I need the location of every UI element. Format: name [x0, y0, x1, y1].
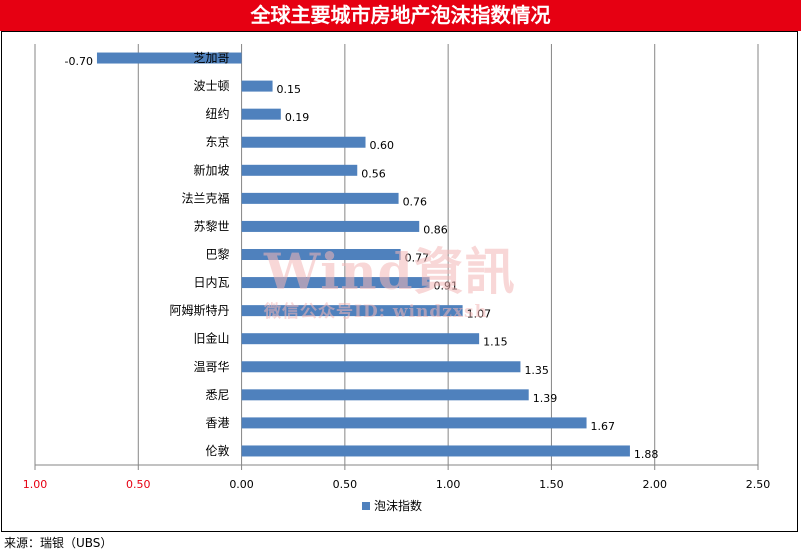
value-label: 0.60 — [370, 139, 395, 152]
value-label: 0.91 — [434, 280, 459, 293]
category-label: 巴黎 — [206, 248, 230, 262]
value-label: 0.56 — [361, 167, 386, 180]
bar — [241, 389, 529, 401]
bar — [241, 220, 420, 232]
category-label: 东京 — [206, 135, 230, 149]
x-tick-label: 0.00 — [229, 478, 254, 491]
bar — [241, 249, 401, 260]
bar — [241, 445, 630, 457]
category-label: 波士顿 — [194, 79, 230, 93]
source-note: 来源：瑞银（UBS） — [4, 536, 113, 550]
x-tick-label: 2.00 — [642, 478, 667, 491]
value-label: 0.77 — [405, 252, 430, 265]
bar — [241, 333, 480, 345]
value-label: -0.70 — [65, 55, 93, 68]
value-label: 0.19 — [285, 111, 310, 124]
bar — [241, 108, 281, 120]
category-label: 苏黎世 — [194, 219, 230, 233]
value-label: 0.86 — [423, 223, 448, 236]
value-label: 1.67 — [591, 420, 616, 433]
value-label: 1.15 — [483, 336, 508, 349]
bar — [241, 361, 521, 373]
bar — [241, 305, 463, 317]
category-label: 香港 — [206, 416, 230, 430]
legend-swatch — [362, 502, 370, 510]
chart-area: 1.00 0.50 0.00 0.50 1.00 1.50 2.00 2.50 芝加哥 -0.70… — [1, 31, 798, 532]
value-label: 0.76 — [403, 195, 428, 208]
bar — [241, 417, 587, 429]
value-label: 1.07 — [467, 308, 492, 321]
bar — [96, 52, 242, 64]
bar — [241, 192, 399, 204]
category-label: 新加坡 — [194, 162, 230, 177]
value-label: 1.35 — [524, 364, 549, 377]
category-label: 伦敦 — [206, 443, 230, 458]
value-label: 1.88 — [634, 448, 659, 461]
bar — [241, 277, 430, 289]
bar — [241, 164, 358, 176]
x-tick-label: 0.50 — [126, 478, 151, 491]
bar-chart: 1.00 0.50 0.00 0.50 1.00 1.50 2.00 2.50 芝加哥 -0.70… — [23, 44, 771, 513]
category-label: 日内瓦 — [194, 276, 230, 290]
category-label: 法兰克福 — [182, 190, 230, 205]
value-label: 0.15 — [277, 83, 302, 96]
chart-title: 全球主要城市房地产泡沫指数情况 — [0, 0, 801, 31]
category-label: 阿姆斯特丹 — [170, 303, 230, 318]
x-tick-label: 1.00 — [23, 478, 48, 491]
bar — [241, 80, 273, 92]
category-label: 纽约 — [206, 106, 230, 121]
value-label: 1.39 — [533, 392, 558, 405]
x-tick-label: 1.50 — [539, 478, 564, 491]
category-label: 芝加哥 — [194, 50, 230, 65]
x-tick-label: 2.50 — [746, 478, 771, 491]
category-label: 温哥华 — [194, 360, 230, 374]
x-tick-label: 0.50 — [333, 478, 358, 491]
x-tick-label: 1.00 — [436, 478, 461, 491]
bar — [241, 136, 366, 148]
category-label: 旧金山 — [194, 331, 230, 346]
legend-label: 泡沫指数 — [374, 498, 422, 513]
category-label: 悉尼 — [206, 388, 230, 402]
